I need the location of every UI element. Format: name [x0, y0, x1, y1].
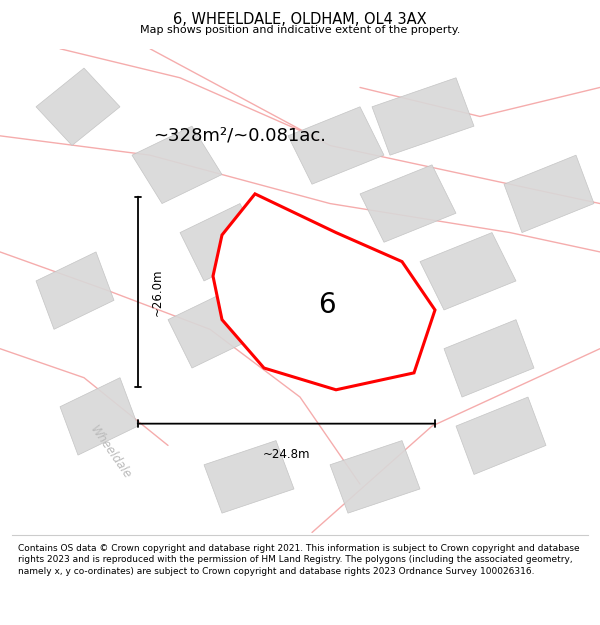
- Text: Wheeldale: Wheeldale: [88, 424, 134, 482]
- Polygon shape: [456, 397, 546, 474]
- Polygon shape: [360, 165, 456, 242]
- Polygon shape: [60, 378, 138, 455]
- Polygon shape: [36, 252, 114, 329]
- Text: Map shows position and indicative extent of the property.: Map shows position and indicative extent…: [140, 25, 460, 35]
- Polygon shape: [213, 194, 435, 390]
- Polygon shape: [132, 126, 222, 204]
- Polygon shape: [168, 291, 252, 368]
- Polygon shape: [180, 204, 264, 281]
- Text: ~26.0m: ~26.0m: [151, 268, 164, 316]
- Polygon shape: [204, 441, 294, 513]
- Text: Contains OS data © Crown copyright and database right 2021. This information is : Contains OS data © Crown copyright and d…: [18, 544, 580, 576]
- Text: 6: 6: [318, 291, 336, 319]
- Polygon shape: [372, 78, 474, 155]
- Text: 6, WHEELDALE, OLDHAM, OL4 3AX: 6, WHEELDALE, OLDHAM, OL4 3AX: [173, 12, 427, 27]
- Text: ~24.8m: ~24.8m: [263, 448, 310, 461]
- Text: ~328m²/~0.081ac.: ~328m²/~0.081ac.: [154, 127, 326, 145]
- Polygon shape: [420, 232, 516, 310]
- Polygon shape: [36, 68, 120, 146]
- Polygon shape: [330, 441, 420, 513]
- Polygon shape: [504, 155, 594, 232]
- Polygon shape: [288, 107, 384, 184]
- Polygon shape: [444, 319, 534, 397]
